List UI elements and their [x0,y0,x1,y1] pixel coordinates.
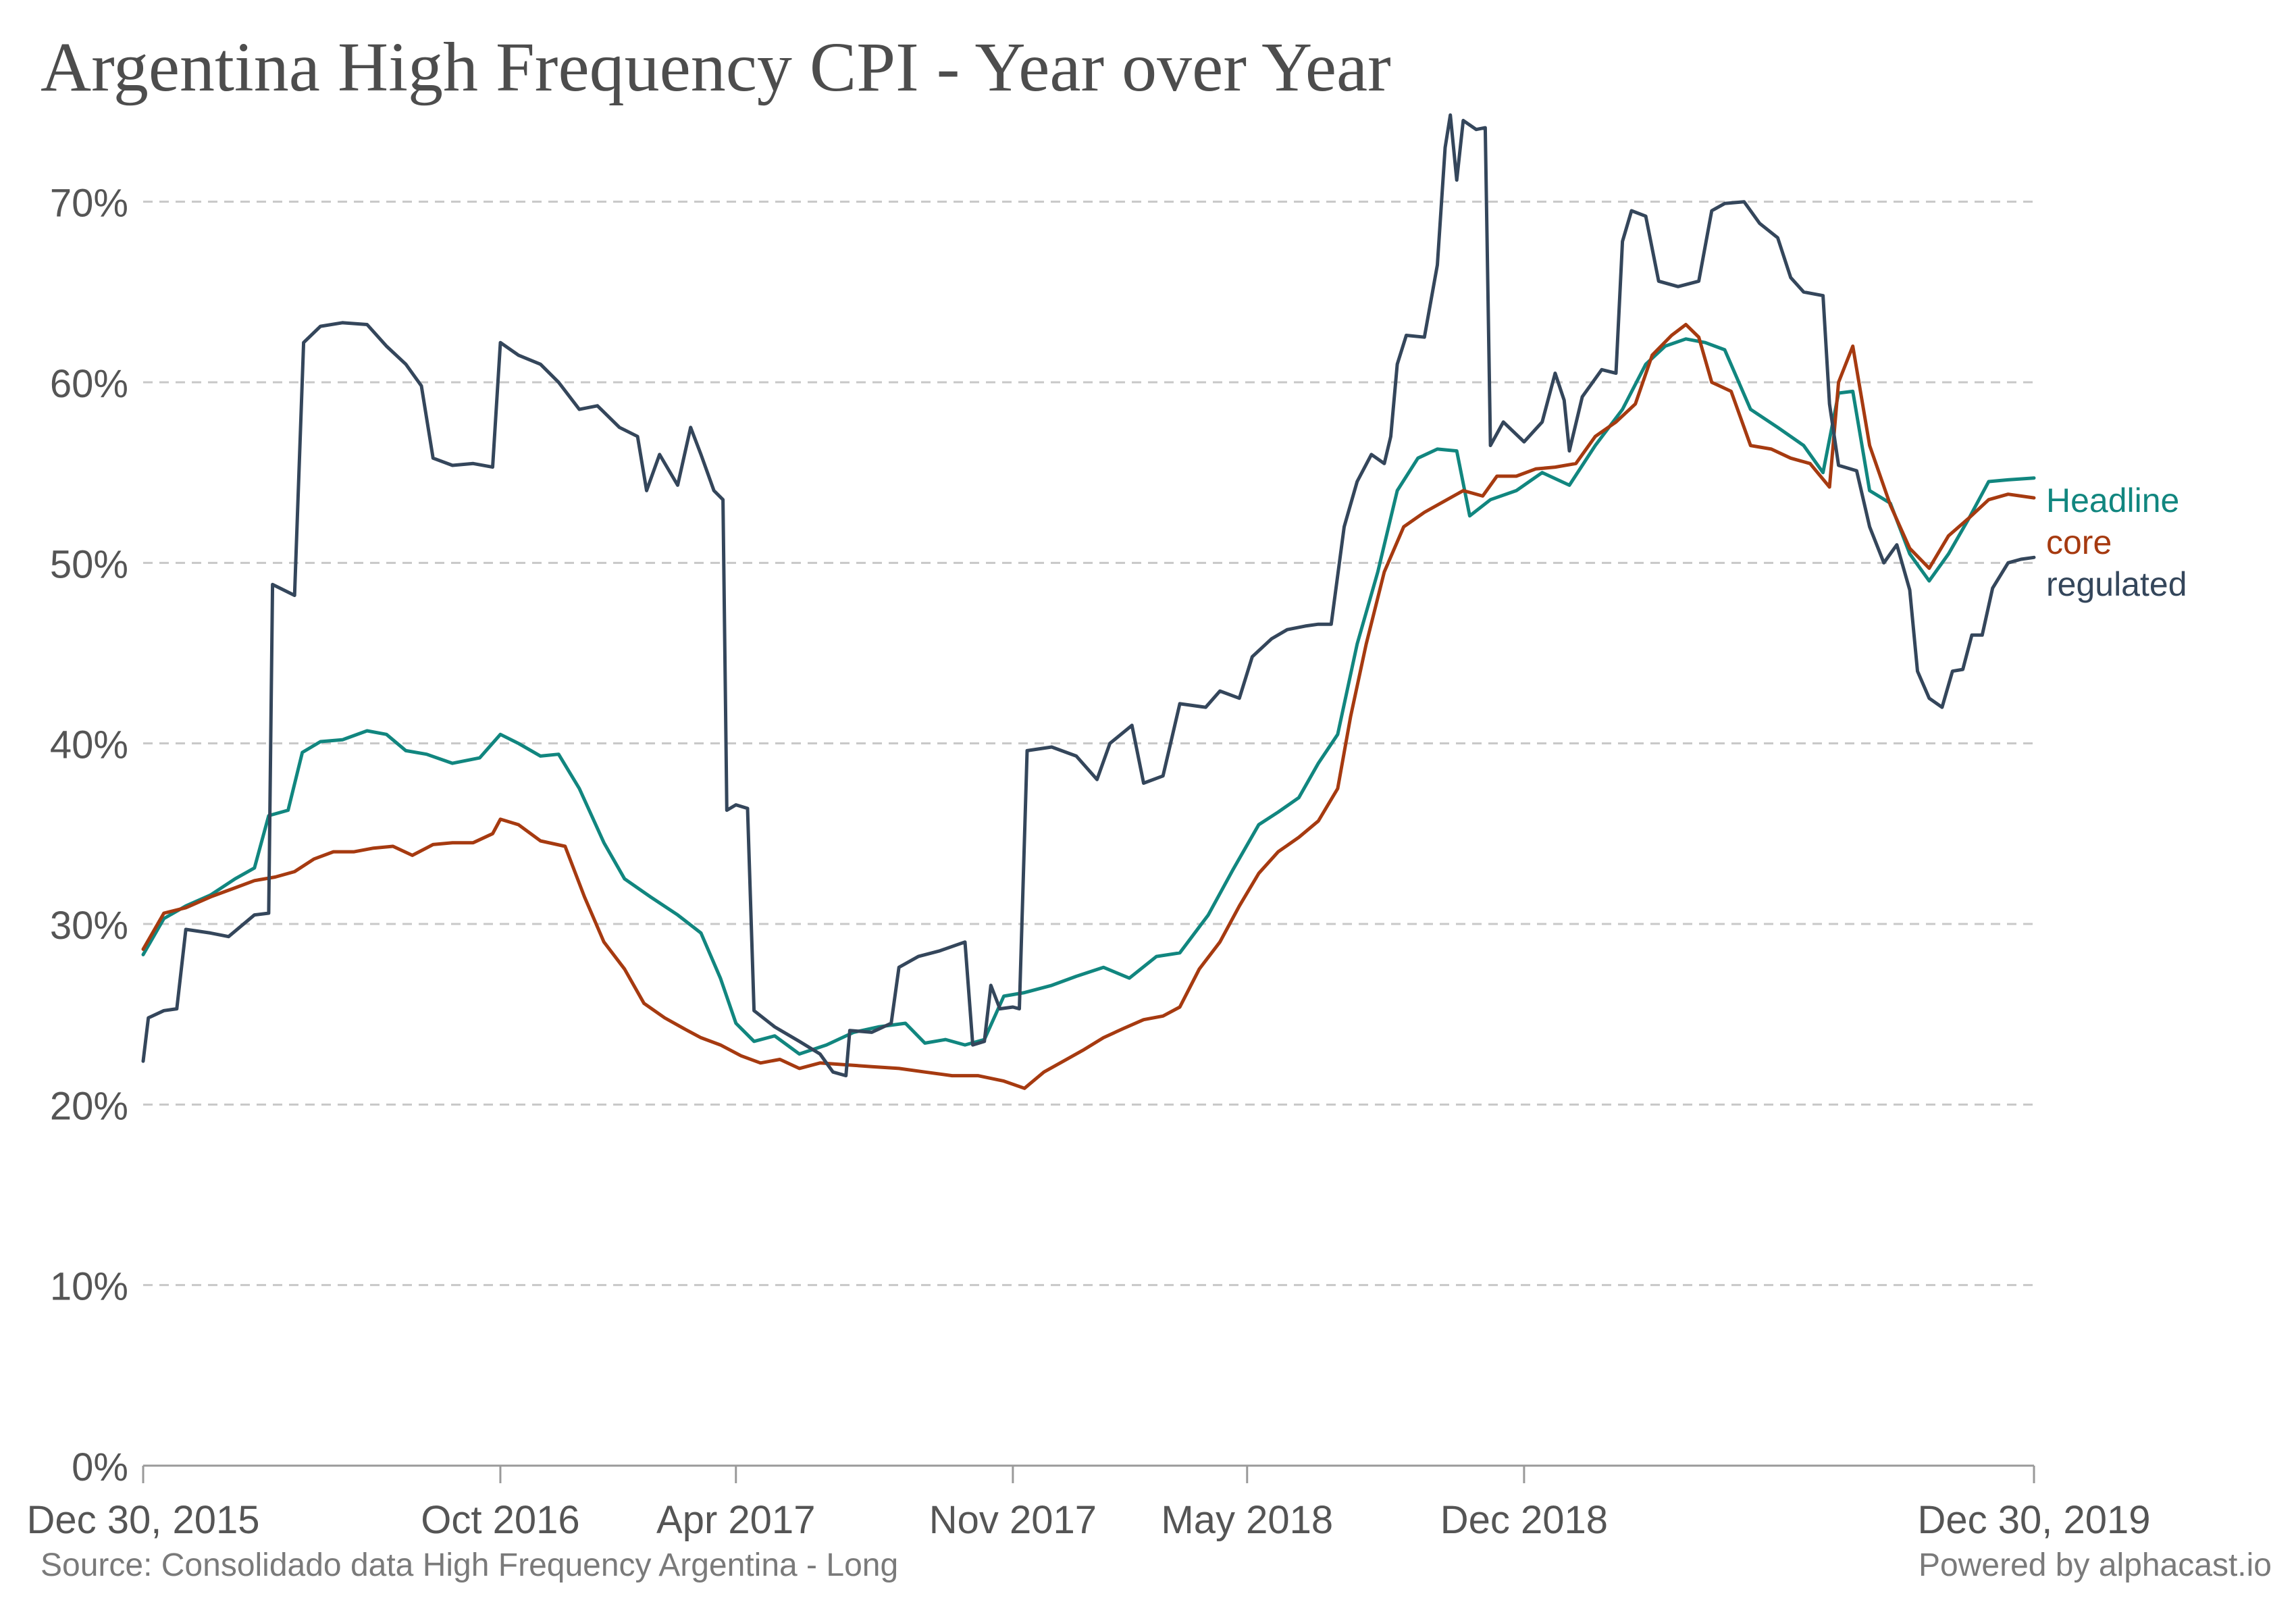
chart-title: Argentina High Frequency CPI - Year over… [41,28,1391,106]
series-end-labels: Headline core regulated [2046,482,2187,603]
x-axis [142,1464,2035,1483]
x-tick-label: Nov 2017 [929,1498,1097,1542]
y-tick-label: 30% [50,904,128,948]
x-tick-label: Dec 30, 2019 [1917,1498,2150,1542]
gridlines [143,201,2034,1287]
y-tick-label: 10% [50,1265,128,1309]
source-note: Source: Consolidado data High Frequency … [41,1547,899,1583]
y-tick-label: 60% [50,362,128,406]
y-tick-label: 0% [72,1445,128,1489]
series-line-headline [141,337,2036,1056]
series-label-regulated: regulated [2046,565,2187,603]
y-tick-label: 70% [50,182,128,226]
series-line-core [141,323,2036,1090]
series-lines [141,113,2036,1090]
x-tick-label: May 2018 [1161,1498,1333,1542]
x-tick-label: Apr 2017 [656,1498,815,1542]
chart-canvas: 0% 10% 20% 30% 40% 50% 60% 70% Dec 30, 2015 Oct … [26,113,2187,1542]
x-axis-tick-labels: Dec 30, 2015 Oct 2016 Apr 2017 Nov 2017 May … [26,1498,2150,1542]
series-label-headline: Headline [2046,482,2179,519]
series-line-regulated [141,113,2036,1078]
series-label-core: core [2046,523,2112,561]
y-tick-label: 20% [50,1084,128,1128]
y-tick-label: 40% [50,723,128,767]
y-axis-tick-labels: 0% 10% 20% 30% 40% 50% 60% 70% [50,182,128,1489]
x-tick-label: Dec 2018 [1440,1498,1608,1542]
credit-note: Powered by alphacast.io [1919,1547,2272,1583]
x-tick-label: Dec 30, 2015 [26,1498,259,1542]
x-tick-label: Oct 2016 [421,1498,579,1542]
y-tick-label: 50% [50,542,128,586]
